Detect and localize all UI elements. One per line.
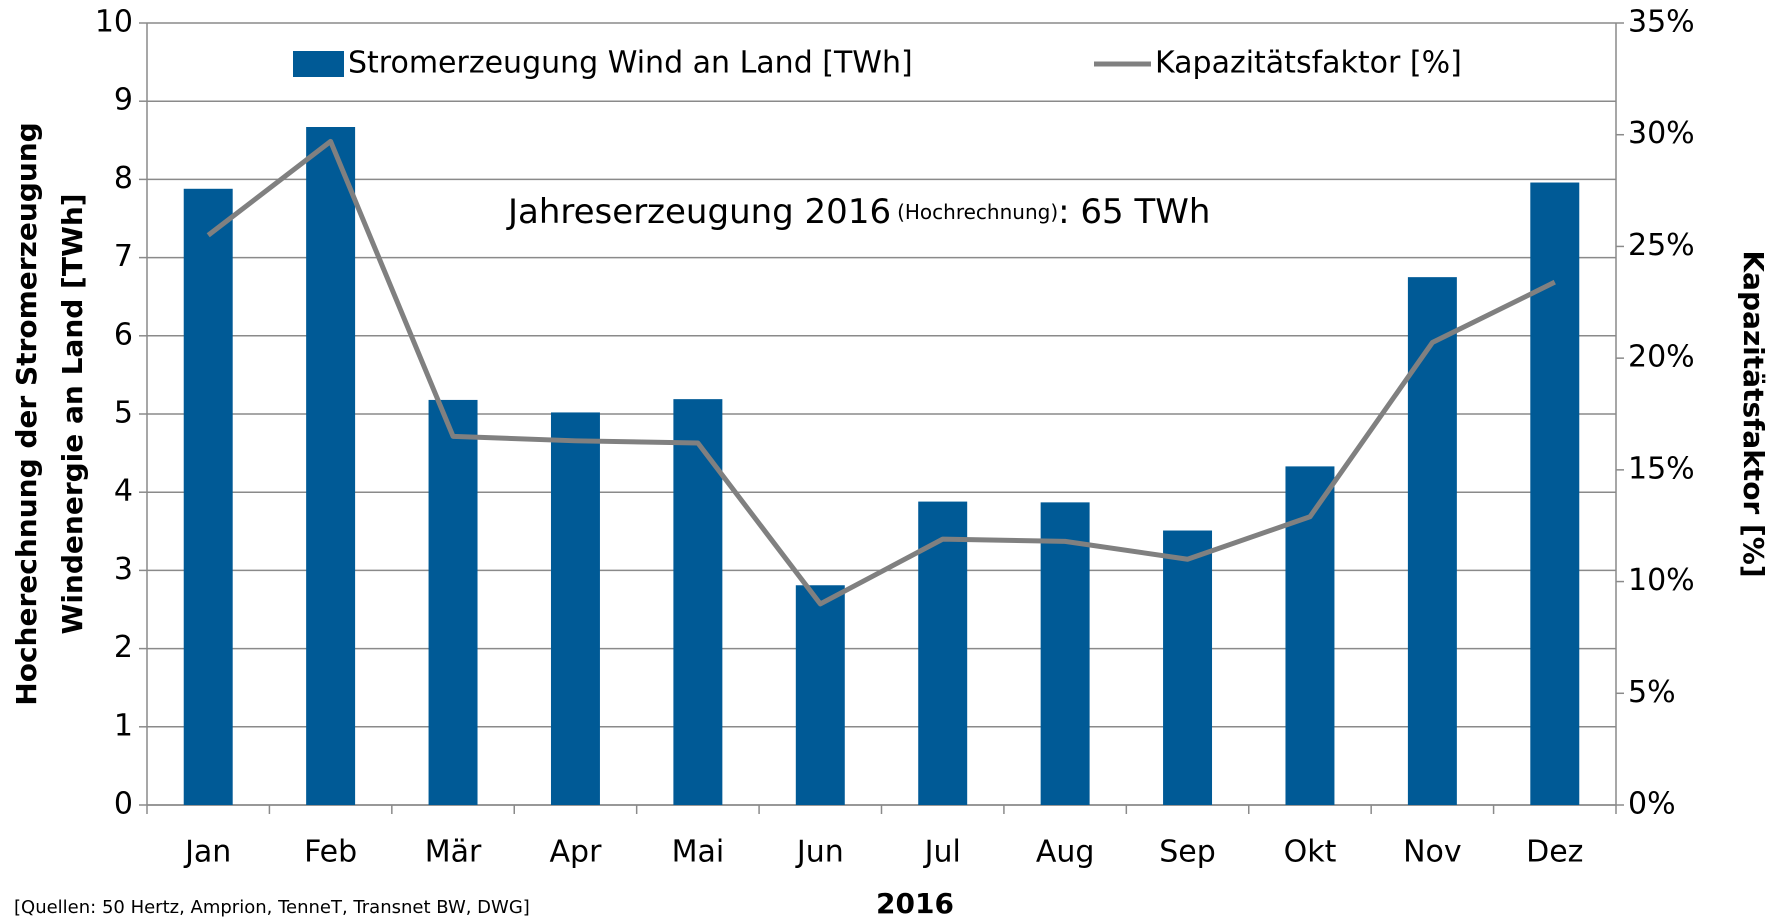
x-tick-label: Sep — [1159, 835, 1216, 870]
x-tick-label: Aug — [1036, 835, 1095, 870]
bar — [795, 585, 845, 805]
bar — [673, 399, 723, 805]
annotation-value: : 65 TWh — [1058, 192, 1210, 232]
bar — [918, 501, 968, 805]
y-tick-label: 2 — [114, 630, 133, 665]
bar — [306, 127, 356, 806]
y2-tick-label: 35% — [1628, 5, 1695, 40]
bar — [1407, 277, 1457, 805]
y-axis-label: Hocherechnung der Stromerzeugung — [10, 122, 43, 705]
x-tick-label: Jan — [183, 835, 231, 870]
legend-label: Kapazitätsfaktor [%] — [1155, 46, 1462, 81]
annotation: Jahreserzeugung 2016 (Hochrechnung): 65 T… — [506, 192, 1210, 232]
y-tick-label: 0 — [114, 787, 133, 822]
source: [Quellen: 50 Hertz, Amprion, TenneT, Tra… — [14, 897, 530, 917]
line — [206, 138, 1556, 607]
y-tick-label: 7 — [114, 239, 133, 274]
y-tick-label: 3 — [114, 552, 133, 587]
bar — [1163, 530, 1213, 805]
x-tick-label: Feb — [304, 835, 357, 870]
y2-tick-label: 30% — [1628, 116, 1695, 151]
y2-tick-label: 25% — [1628, 228, 1695, 263]
bar — [428, 399, 478, 805]
y2-tick-label: 0% — [1628, 787, 1676, 822]
annotation-small: (Hochrechnung) — [897, 200, 1058, 224]
legend-label: Stromerzeugung Wind an Land [TWh] — [348, 46, 913, 81]
x-tick-label: Okt — [1284, 835, 1337, 870]
bar — [550, 412, 600, 805]
x-tick-label: Apr — [550, 835, 603, 870]
bar — [1530, 182, 1580, 805]
x-tick-label: Nov — [1403, 835, 1462, 870]
y-tick-label: 4 — [114, 474, 133, 509]
bar — [183, 188, 233, 805]
x-tick-label: Mär — [425, 835, 482, 870]
bar — [1040, 502, 1090, 805]
y2-tick-label: 15% — [1628, 451, 1695, 486]
y-tick-label: 6 — [114, 317, 133, 352]
x-tick-label: Mai — [672, 835, 725, 870]
y-tick-label: 1 — [114, 708, 133, 743]
y-tick-label: 10 — [95, 5, 133, 40]
legend-swatch — [293, 51, 344, 77]
x-tick-label: Dez — [1526, 835, 1583, 870]
y-axis-label: Windenergie an Land [TWh] — [56, 193, 89, 634]
y-tick-label: 8 — [114, 161, 133, 196]
y2-tick-label: 20% — [1628, 340, 1695, 375]
y-tick-label: 5 — [114, 396, 133, 431]
x-tick-label: Jul — [923, 835, 961, 870]
x-axis-label: 2016 — [876, 887, 954, 917]
y2-axis-label: Kapazitätsfaktor [%] — [1737, 250, 1769, 577]
y-tick-label: 9 — [114, 83, 133, 118]
annotation-main: Jahreserzeugung 2016 — [506, 192, 891, 232]
y2-tick-label: 10% — [1628, 563, 1695, 598]
y2-tick-label: 5% — [1628, 675, 1676, 710]
x-tick-label: Jun — [795, 835, 844, 870]
